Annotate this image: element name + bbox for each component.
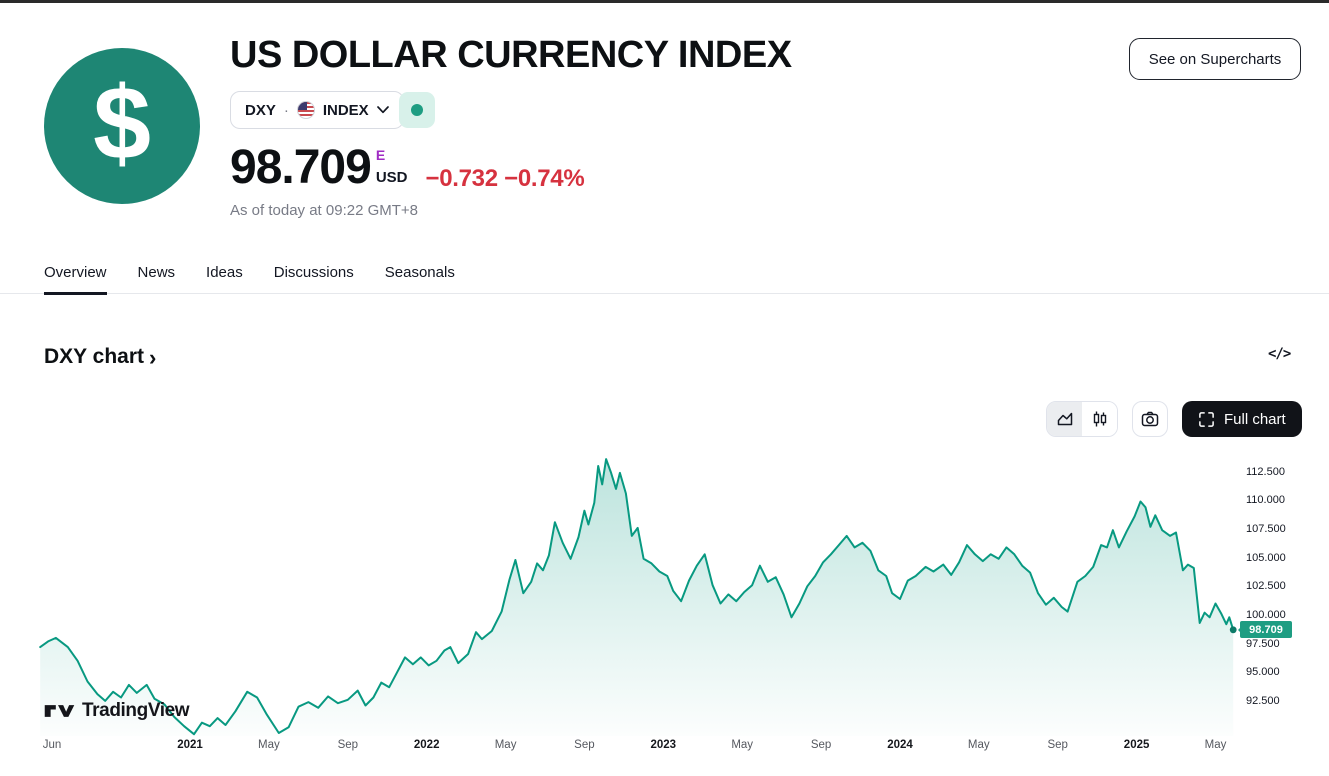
y-axis-label: 95.000 xyxy=(1246,666,1280,679)
x-axis-label: Sep xyxy=(337,739,359,751)
x-axis-label: 2024 xyxy=(887,739,913,751)
full-chart-button[interactable]: Full chart xyxy=(1182,401,1302,437)
tab-seasonals[interactable]: Seasonals xyxy=(384,264,455,281)
chevron-down-icon xyxy=(376,106,389,114)
y-axis-label: 92.500 xyxy=(1246,694,1280,707)
price-change: −0.732 −0.74% xyxy=(425,165,585,192)
chevron-right-icon: › xyxy=(149,345,157,370)
y-axis-label: 102.500 xyxy=(1246,580,1286,593)
snapshot-button[interactable] xyxy=(1132,401,1168,437)
chart-toolbar: Full chart xyxy=(1046,401,1302,437)
tradingview-logo-icon xyxy=(44,705,75,717)
market-open-dot-icon xyxy=(411,104,423,116)
camera-icon xyxy=(1141,411,1159,427)
tradingview-watermark-text: TradingView xyxy=(82,700,190,721)
price-flag-e: E xyxy=(375,147,386,163)
x-axis-label: May xyxy=(258,739,280,751)
y-axis-label: 100.000 xyxy=(1246,609,1286,621)
last-price: 98.709 xyxy=(230,141,372,194)
y-axis-label: 107.500 xyxy=(1246,523,1286,535)
chart-line-path xyxy=(39,458,1235,736)
chart-region: 112.500 110.000 107.500 105.000 102.500 100.0… xyxy=(0,440,1329,776)
exchange-name: INDEX xyxy=(322,101,369,119)
x-axis-label: Sep xyxy=(1047,739,1068,751)
area-chart-style-button[interactable] xyxy=(1047,402,1082,436)
section-tab-bar: Overview News Ideas Discussions Seasonal… xyxy=(0,252,1329,295)
x-axis-label: 2021 xyxy=(177,739,203,751)
price-currency: USD xyxy=(375,168,408,186)
market-status-badge[interactable] xyxy=(399,92,435,128)
chart-style-switcher xyxy=(1046,401,1118,437)
chart-area-path xyxy=(40,459,1234,736)
page-title: US DOLLAR CURRENCY INDEX xyxy=(230,34,792,76)
tab-ideas[interactable]: Ideas xyxy=(206,264,243,281)
y-axis-label: 97.500 xyxy=(1246,637,1280,650)
chart-end-dot xyxy=(1229,626,1237,634)
dxy-chart-heading-text: DXY chart xyxy=(44,345,144,368)
tab-news[interactable]: News xyxy=(137,264,176,281)
x-axis-label: Sep xyxy=(574,739,595,751)
x-axis-label: May xyxy=(967,739,990,751)
x-axis-label: 2025 xyxy=(1123,739,1150,751)
y-axis-label: 105.000 xyxy=(1246,551,1286,564)
fullscreen-brackets-icon xyxy=(1199,411,1214,427)
x-axis-label: 2023 xyxy=(650,739,677,751)
separator-dot: · xyxy=(283,101,289,119)
tradingview-watermark: TradingView xyxy=(44,700,190,722)
symbol-selector-pill[interactable]: DXY · INDEX xyxy=(230,91,404,129)
see-on-supercharts-button[interactable]: See on Supercharts xyxy=(1129,38,1301,80)
candlestick-chart-icon xyxy=(1093,411,1106,427)
area-chart-icon xyxy=(1057,412,1072,426)
current-price-label: 98.709 xyxy=(1238,621,1292,639)
symbol-logo: $ xyxy=(44,48,200,204)
x-axis-label: 2022 xyxy=(413,739,440,751)
x-axis-label: Sep xyxy=(810,739,832,751)
x-axis-label: May xyxy=(1204,739,1227,751)
tab-overview[interactable]: Overview xyxy=(44,252,107,295)
ticker-symbol: DXY xyxy=(245,101,276,119)
tab-discussions[interactable]: Discussions xyxy=(273,264,354,281)
dxy-chart-heading-link[interactable]: DXY chart › xyxy=(44,343,156,371)
us-flag-icon xyxy=(296,101,315,119)
x-axis-label: Jun xyxy=(42,739,62,751)
x-axis-label: May xyxy=(731,739,754,751)
window-top-edge xyxy=(0,0,1329,3)
price-block: 98.709 E USD −0.732 −0.74% xyxy=(230,141,585,194)
y-axis-label: 110.000 xyxy=(1246,494,1285,507)
embed-code-icon[interactable]: </> xyxy=(1268,346,1291,362)
y-axis-label: 112.500 xyxy=(1246,465,1285,478)
price-timestamp: As of today at 09:22 GMT+8 xyxy=(230,202,419,219)
candlestick-chart-style-button[interactable] xyxy=(1082,402,1117,436)
full-chart-label: Full chart xyxy=(1224,410,1286,428)
dollar-logo-icon: $ xyxy=(93,66,151,182)
x-axis-label: May xyxy=(494,739,517,751)
price-chart-canvas[interactable] xyxy=(0,440,1329,752)
